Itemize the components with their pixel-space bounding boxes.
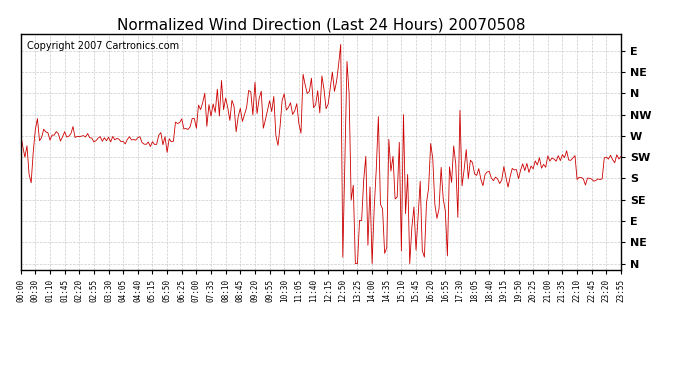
Title: Normalized Wind Direction (Last 24 Hours) 20070508: Normalized Wind Direction (Last 24 Hours… [117,18,525,33]
Text: Copyright 2007 Cartronics.com: Copyright 2007 Cartronics.com [27,41,179,51]
